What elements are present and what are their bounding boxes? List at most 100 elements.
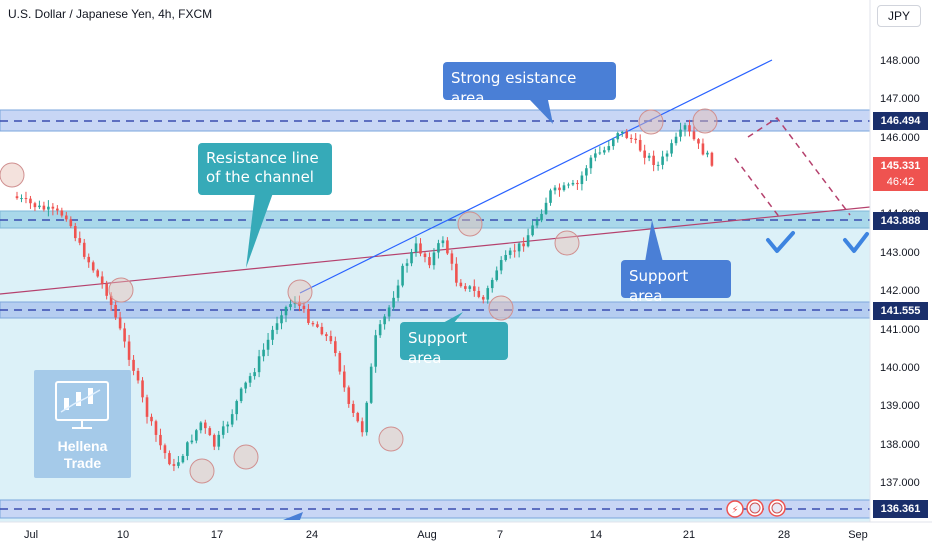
- candle-body: [334, 341, 337, 353]
- candle-body: [549, 190, 552, 203]
- candle-body: [419, 243, 422, 254]
- candle-body: [356, 412, 360, 422]
- candle-body: [477, 290, 481, 297]
- candle-body: [638, 139, 642, 151]
- candle-body: [73, 226, 77, 239]
- annotation-strong-resistance: Strong esistance area: [443, 62, 616, 107]
- candle-body: [154, 421, 158, 435]
- price-tag-countdown: 46:42: [873, 173, 928, 191]
- candle-body: [329, 336, 333, 342]
- pivot-marker: [0, 162, 25, 188]
- candle-body: [15, 196, 19, 199]
- candle-body: [576, 182, 579, 185]
- candle-body: [150, 416, 153, 422]
- candle-body: [347, 387, 351, 404]
- candle-body: [441, 240, 445, 244]
- pivot-marker: [233, 444, 259, 470]
- candle-body: [226, 424, 230, 427]
- candle-body: [499, 260, 503, 271]
- candle-body: [513, 250, 516, 252]
- candle-body: [262, 349, 265, 357]
- candle-body: [423, 253, 427, 258]
- candle-body: [69, 219, 73, 227]
- price-tag-146-494: 146.494: [873, 112, 928, 130]
- candle-body: [665, 153, 669, 157]
- y-tick-label: 139.000: [880, 400, 920, 413]
- candle-body: [643, 150, 646, 158]
- annotation-pointer: [283, 512, 303, 520]
- candle-body: [244, 382, 247, 389]
- candle-body: [208, 428, 212, 436]
- channel-line: [299, 59, 773, 294]
- candle-body: [625, 131, 629, 138]
- candle-body: [271, 329, 274, 340]
- candle-body: [181, 455, 185, 463]
- forecast-path-1: [734, 157, 781, 219]
- svg-text:⚡: ⚡: [731, 505, 738, 516]
- x-tick-label: 21: [682, 529, 696, 541]
- x-tick-label: 10: [116, 529, 130, 541]
- candle-body: [33, 203, 37, 208]
- candle-body: [670, 143, 673, 154]
- pivot-marker: [287, 279, 313, 305]
- candle-body: [656, 164, 660, 166]
- candle-body: [289, 304, 292, 308]
- annotation-pointer: [530, 100, 553, 124]
- candle-body: [634, 138, 637, 140]
- candle-body: [127, 341, 131, 360]
- candle-body: [284, 307, 288, 316]
- candle-body: [464, 286, 467, 289]
- candle-body: [38, 205, 41, 208]
- candle-body: [253, 372, 256, 377]
- candle-body: [544, 202, 548, 214]
- candle-body: [410, 252, 413, 264]
- candle-body: [508, 250, 512, 255]
- candle-body: [531, 225, 534, 236]
- candle-body: [266, 339, 270, 350]
- candle-body: [490, 279, 494, 289]
- candle-body: [495, 270, 499, 280]
- candle-body: [598, 152, 602, 154]
- candle-body: [540, 213, 543, 221]
- candle-body: [20, 198, 23, 200]
- candle-body: [401, 265, 404, 286]
- currency-button[interactable]: JPY: [877, 5, 921, 27]
- candle-body: [248, 376, 252, 383]
- candle-body: [396, 285, 400, 298]
- candle-body: [585, 168, 588, 176]
- candle-body: [428, 257, 431, 266]
- candle-body: [29, 198, 32, 204]
- candle-body: [661, 156, 664, 165]
- time-axis-bg: [0, 522, 870, 550]
- candle-body: [235, 401, 238, 415]
- candle-body: [212, 435, 216, 447]
- candle-body: [473, 286, 476, 291]
- candle-body: [383, 316, 386, 325]
- candle-body: [100, 276, 104, 284]
- candle-body: [51, 206, 55, 209]
- x-tick-label: Sep: [848, 529, 868, 541]
- candle-body: [60, 210, 64, 216]
- candle-body: [603, 150, 606, 153]
- candle-body: [239, 388, 243, 402]
- candles: [15, 119, 714, 472]
- lightning-icon[interactable]: [726, 500, 744, 518]
- y-tick-label: 142.000: [880, 285, 920, 298]
- price-axis-bg: [870, 0, 932, 550]
- candle-body: [674, 136, 678, 144]
- candle-body: [504, 254, 507, 261]
- candle-body: [567, 184, 570, 186]
- candle-body: [159, 434, 162, 446]
- candle-body: [692, 131, 696, 140]
- price-tag-141-555: 141.555: [873, 302, 928, 320]
- candle-body: [517, 243, 521, 252]
- candle-body: [535, 220, 539, 226]
- candle-body: [123, 328, 126, 342]
- candle-body: [688, 125, 691, 132]
- candle-body: [647, 155, 651, 158]
- candle-body: [437, 243, 440, 253]
- candle-body: [562, 185, 566, 191]
- candle-body: [450, 253, 454, 264]
- candle-body: [96, 270, 99, 277]
- candle-body: [679, 129, 682, 137]
